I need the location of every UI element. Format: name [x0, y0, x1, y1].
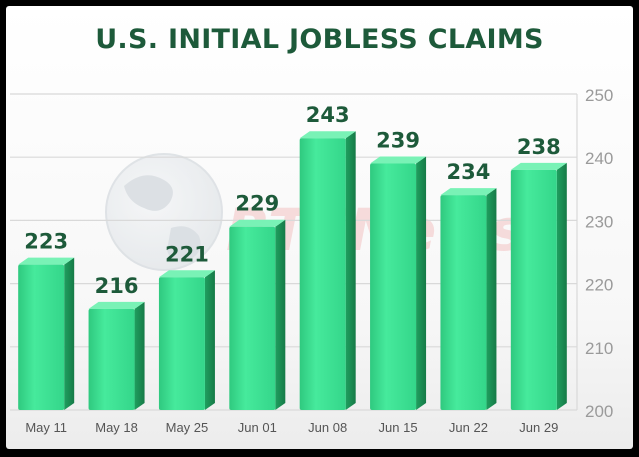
- bar-top: [299, 131, 356, 139]
- x-tick-label: Jun 01: [238, 420, 277, 435]
- value-label: 239: [376, 129, 420, 153]
- bar: [88, 301, 145, 410]
- bar: [229, 219, 286, 410]
- x-tick-label: Jun 22: [449, 420, 488, 435]
- bar-face: [88, 308, 135, 410]
- bar-face: [370, 163, 417, 410]
- bar-face: [510, 169, 557, 410]
- x-tick-label: Jun 15: [379, 420, 418, 435]
- x-axis-labels: May 11 May 18 May 25 Jun 01 Jun 08 Jun 15 Jun …: [25, 420, 558, 435]
- y-tick-label: 250: [585, 86, 613, 105]
- bar-face: [440, 195, 487, 410]
- chart-title: U.S. INITIAL JOBLESS CLAIMS: [95, 24, 544, 55]
- y-tick-label: 200: [585, 402, 613, 421]
- bar-face: [18, 264, 65, 410]
- bar: [510, 162, 567, 410]
- value-label: 223: [24, 230, 68, 254]
- chart-frame: U.S. INITIAL JOBLESS CLAIMS: [6, 6, 633, 449]
- x-tick-label: May 25: [166, 420, 209, 435]
- bar-top: [510, 162, 567, 170]
- bar-side: [345, 131, 356, 410]
- value-labels: 223 216 221 229 243 239 234 238: [24, 103, 560, 298]
- bar-top: [370, 156, 427, 164]
- bar-side: [486, 188, 497, 410]
- bar: [18, 257, 75, 410]
- x-tick-label: May 18: [95, 420, 138, 435]
- value-label: 216: [95, 274, 139, 298]
- bar-side: [134, 301, 145, 410]
- y-tick-label: 220: [585, 276, 613, 295]
- bar-face: [299, 138, 346, 411]
- bar-side: [275, 219, 286, 410]
- bar-face: [229, 226, 276, 410]
- bar: [370, 156, 427, 410]
- bar-top: [18, 257, 75, 265]
- bar-side: [556, 162, 567, 410]
- bar-top: [229, 219, 286, 227]
- bar-side: [64, 257, 75, 410]
- y-tick-label: 240: [585, 149, 613, 168]
- y-tick-label: 210: [585, 339, 613, 358]
- y-axis-labels: 200 210 220 230 240 250: [585, 86, 613, 421]
- bar: [440, 188, 497, 410]
- value-label: 234: [447, 160, 491, 184]
- x-tick-label: Jun 29: [519, 420, 558, 435]
- bar: [299, 131, 356, 411]
- bar-face: [158, 277, 205, 410]
- y-tick-label: 230: [585, 212, 613, 231]
- x-tick-label: May 11: [25, 420, 67, 435]
- value-label: 243: [306, 103, 350, 127]
- value-label: 238: [517, 135, 561, 159]
- globe-icon: [105, 153, 223, 271]
- bar-top: [440, 188, 497, 196]
- value-label: 229: [235, 192, 279, 216]
- x-tick-label: Jun 08: [308, 420, 347, 435]
- bar: [158, 270, 215, 410]
- value-label: 221: [165, 242, 209, 266]
- bar-side: [416, 156, 427, 410]
- bar-top: [88, 301, 145, 309]
- bar-top: [158, 270, 215, 278]
- bar-side: [204, 270, 215, 410]
- bars: [18, 131, 567, 411]
